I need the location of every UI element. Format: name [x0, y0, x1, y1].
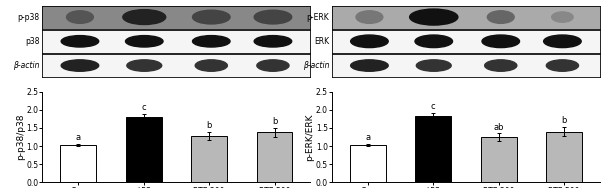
Text: b: b [272, 117, 277, 126]
Ellipse shape [544, 35, 581, 48]
Ellipse shape [547, 60, 579, 71]
Ellipse shape [482, 35, 519, 48]
Text: b: b [561, 116, 567, 125]
Ellipse shape [61, 60, 99, 71]
Ellipse shape [410, 9, 458, 25]
Ellipse shape [254, 10, 291, 24]
Ellipse shape [351, 60, 388, 71]
Text: p-p38: p-p38 [18, 13, 40, 22]
Ellipse shape [356, 11, 383, 23]
Text: ab: ab [493, 123, 504, 132]
Ellipse shape [127, 60, 162, 71]
Ellipse shape [195, 60, 227, 71]
Bar [256, 132, 293, 182]
Ellipse shape [125, 36, 163, 47]
Text: ERK: ERK [314, 37, 329, 46]
Ellipse shape [485, 60, 517, 71]
Bar [546, 132, 582, 182]
Text: a: a [76, 133, 81, 142]
Ellipse shape [551, 12, 573, 22]
Text: β-actin: β-actin [303, 61, 329, 70]
Text: β-actin: β-actin [13, 61, 40, 70]
Text: b: b [207, 121, 212, 130]
Text: p-ERK: p-ERK [307, 13, 329, 22]
Ellipse shape [123, 10, 165, 24]
Text: c: c [431, 102, 436, 111]
Ellipse shape [415, 35, 453, 48]
Ellipse shape [257, 60, 289, 71]
Ellipse shape [193, 36, 230, 47]
Bar [415, 116, 451, 182]
Y-axis label: p-p38/p38: p-p38/p38 [16, 114, 25, 160]
Ellipse shape [61, 36, 99, 47]
Text: c: c [141, 103, 146, 112]
Text: a: a [365, 133, 370, 142]
Ellipse shape [254, 36, 291, 47]
Ellipse shape [416, 60, 451, 71]
Ellipse shape [193, 10, 230, 24]
Bar [126, 117, 162, 182]
Y-axis label: p-ERK/ERK: p-ERK/ERK [305, 113, 315, 161]
Bar [61, 145, 96, 182]
Bar [481, 137, 516, 182]
Ellipse shape [67, 11, 93, 23]
Text: p38: p38 [25, 37, 40, 46]
Bar [350, 145, 386, 182]
Ellipse shape [351, 35, 388, 48]
Bar [191, 136, 227, 182]
Ellipse shape [487, 11, 514, 23]
